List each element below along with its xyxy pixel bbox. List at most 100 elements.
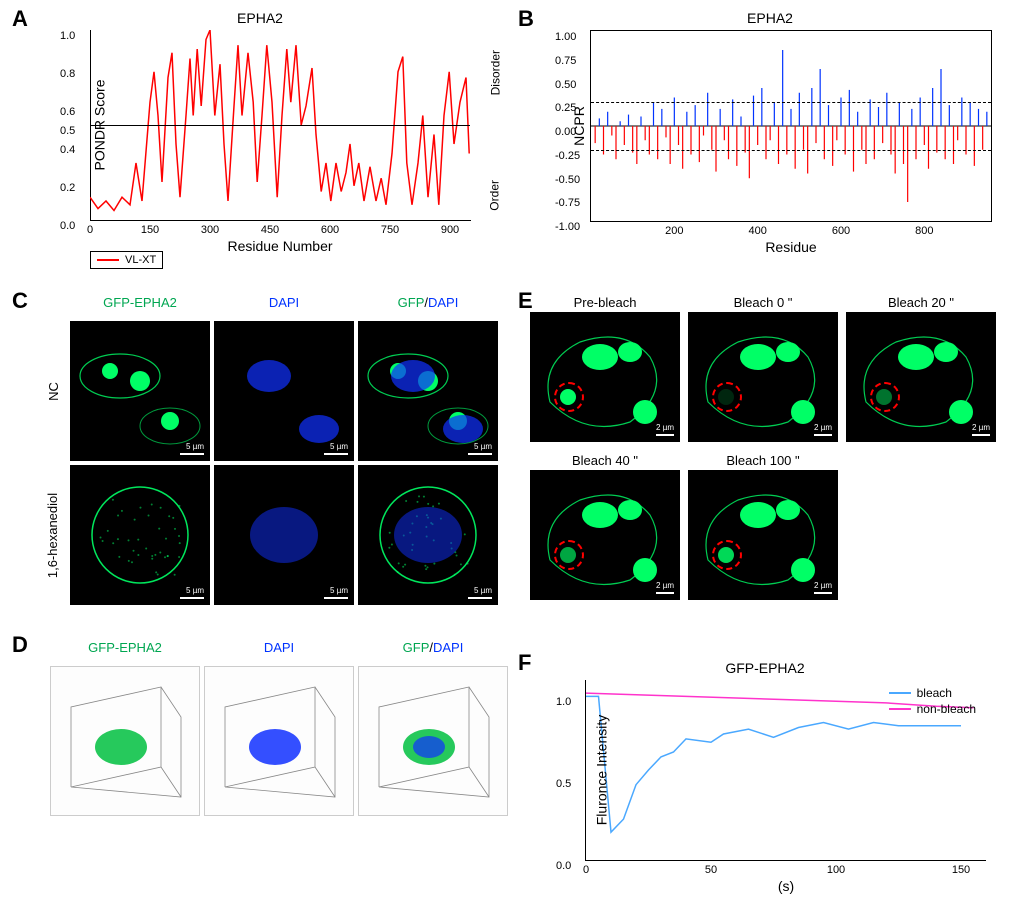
- panel-d-3d-render: [50, 666, 200, 816]
- panel-b-xtick: 200: [665, 225, 683, 237]
- panel-d-3d-render: [358, 666, 508, 816]
- panel-f-ytick: 0.5: [556, 778, 571, 790]
- figure-root: A B C D E F EPHA2 PONDR Score Residue Nu…: [0, 0, 1020, 915]
- panel-f-ytick: 0.0: [556, 860, 571, 872]
- panel-b-ytick: 0.25: [555, 102, 576, 114]
- frap-bleach-roi: [712, 382, 742, 412]
- panel-a-xtick: 0: [87, 224, 93, 236]
- panel-b-xlabel: Residue: [765, 239, 816, 255]
- panel-b-ytick: -0.75: [555, 197, 580, 209]
- scalebar-label: 5 µm: [474, 442, 492, 451]
- panel-a-xtick: 150: [141, 224, 159, 236]
- panel-b-ytick: 0.00: [555, 126, 576, 138]
- panel-a-ytick: 1.0: [60, 30, 75, 42]
- panel-e-frap-image: 2 µm: [688, 312, 838, 442]
- panel-f-title: GFP-EPHA2: [540, 660, 990, 676]
- scalebar-label: 2 µm: [656, 423, 674, 432]
- panel-f-legend-item: non-bleach: [889, 702, 976, 716]
- panel-b-ytick: -0.50: [555, 174, 580, 186]
- panel-b-ytick: 0.50: [555, 79, 576, 91]
- panel-f-legend-item: bleach: [889, 686, 976, 700]
- panel-a-title: EPHA2: [50, 10, 470, 26]
- panel-c-col-header: GFP/DAPI: [358, 295, 498, 317]
- panel-a-xtick: 750: [381, 224, 399, 236]
- panel-b-xtick: 400: [748, 225, 766, 237]
- panel-c-micrographs: GFP-EPHA2DAPIGFP/DAPI NC 5 µm 5 µm 5 µm 1,6-h…: [40, 295, 500, 615]
- panel-d-col-header: GFP-EPHA2: [50, 640, 200, 662]
- panel-a-xtick: 600: [321, 224, 339, 236]
- panel-label-f: F: [518, 650, 531, 676]
- panel-a-xtick: 900: [441, 224, 459, 236]
- frap-bleach-roi: [554, 382, 584, 412]
- panel-a-ytick: 0.6: [60, 106, 75, 118]
- panel-e-frap-image: 2 µm: [530, 312, 680, 442]
- panel-c-col-header: GFP-EPHA2: [70, 295, 210, 317]
- panel-a-xlabel: Residue Number: [227, 238, 332, 254]
- panel-b-ncpr-chart: EPHA2 NCPR Residue -1.00-0.75-0.50-0.250…: [550, 10, 990, 265]
- panel-c-micrograph: 5 µm: [70, 321, 210, 461]
- panel-f-xtick: 100: [827, 864, 845, 876]
- panel-f-frap-curve: GFP-EPHA2 Fluronce Intensity (s) bleach n…: [540, 660, 990, 900]
- panel-c-micrograph: 5 µm: [214, 321, 354, 461]
- panel-b-ytick: 0.75: [555, 55, 576, 67]
- scalebar-label: 2 µm: [972, 423, 990, 432]
- panel-c-row-header: 1,6-hexanediol: [40, 465, 66, 605]
- panel-d-col-header: DAPI: [204, 640, 354, 662]
- panel-a-ytick: 0.5: [60, 125, 75, 137]
- panel-label-d: D: [12, 632, 28, 658]
- panel-c-micrograph: 5 µm: [358, 465, 498, 605]
- panel-a-ytick: 0.0: [60, 220, 75, 232]
- frap-bleach-roi: [712, 540, 742, 570]
- panel-a-legend: VL-XT: [90, 251, 163, 269]
- panel-e-frap-images: Pre-bleach 2 µm Bleach 0 " 2 µm Bleach 20 " 2…: [530, 295, 1000, 635]
- panel-b-dashed-line: [591, 150, 991, 151]
- panel-e-frap-image: 2 µm: [530, 470, 680, 600]
- panel-b-dashed-line: [591, 102, 991, 103]
- panel-d-3d-render: [204, 666, 354, 816]
- scalebar-label: 2 µm: [814, 581, 832, 590]
- panel-e-frap-image: 2 µm: [688, 470, 838, 600]
- scalebar-label: 5 µm: [330, 442, 348, 451]
- panel-e-caption: Bleach 100 ": [688, 453, 838, 468]
- scalebar-label: 5 µm: [186, 586, 204, 595]
- panel-label-a: A: [12, 6, 28, 32]
- frap-bleach-roi: [554, 540, 584, 570]
- panel-a-pondr-chart: EPHA2 PONDR Score Residue Number Disorde…: [50, 10, 470, 265]
- panel-b-ytick: 1.00: [555, 31, 576, 43]
- panel-c-micrograph: 5 µm: [70, 465, 210, 605]
- panel-c-micrograph: 5 µm: [214, 465, 354, 605]
- panel-a-ylabel: PONDR Score: [92, 79, 108, 170]
- panel-a-ytick: 0.4: [60, 144, 75, 156]
- panel-b-xtick: 800: [915, 225, 933, 237]
- panel-f-xlabel: (s): [778, 878, 794, 894]
- panel-f-legend: bleach non-bleach: [889, 686, 976, 718]
- panel-a-ytick: 0.8: [60, 68, 75, 80]
- panel-e-caption: Bleach 0 ": [688, 295, 838, 310]
- panel-f-xtick: 0: [583, 864, 589, 876]
- panel-c-col-header: DAPI: [214, 295, 354, 317]
- panel-label-b: B: [518, 6, 534, 32]
- panel-b-title: EPHA2: [550, 10, 990, 26]
- panel-label-c: C: [12, 288, 28, 314]
- panel-e-caption: Pre-bleach: [530, 295, 680, 310]
- panel-f-xtick: 150: [952, 864, 970, 876]
- scalebar-label: 5 µm: [330, 586, 348, 595]
- panel-b-xtick: 600: [832, 225, 850, 237]
- panel-f-ylabel: Fluronce Intensity: [593, 715, 609, 826]
- scalebar-label: 5 µm: [474, 586, 492, 595]
- panel-a-ytick: 0.2: [60, 182, 75, 194]
- scalebar-label: 2 µm: [656, 581, 674, 590]
- scalebar-label: 5 µm: [186, 442, 204, 451]
- panel-e-caption: Bleach 40 ": [530, 453, 680, 468]
- panel-d-col-header: GFP/DAPI: [358, 640, 508, 662]
- panel-a-xtick: 300: [201, 224, 219, 236]
- panel-e-frap-image: 2 µm: [846, 312, 996, 442]
- panel-b-ytick: -1.00: [555, 221, 580, 233]
- panel-c-row-header: NC: [40, 321, 66, 461]
- panel-e-caption: Bleach 20 ": [846, 295, 996, 310]
- panel-c-micrograph: 5 µm: [358, 321, 498, 461]
- panel-f-xtick: 50: [705, 864, 717, 876]
- panel-a-legend-swatch: [97, 259, 119, 261]
- panel-b-ytick: -0.25: [555, 150, 580, 162]
- panel-f-ytick: 1.0: [556, 696, 571, 708]
